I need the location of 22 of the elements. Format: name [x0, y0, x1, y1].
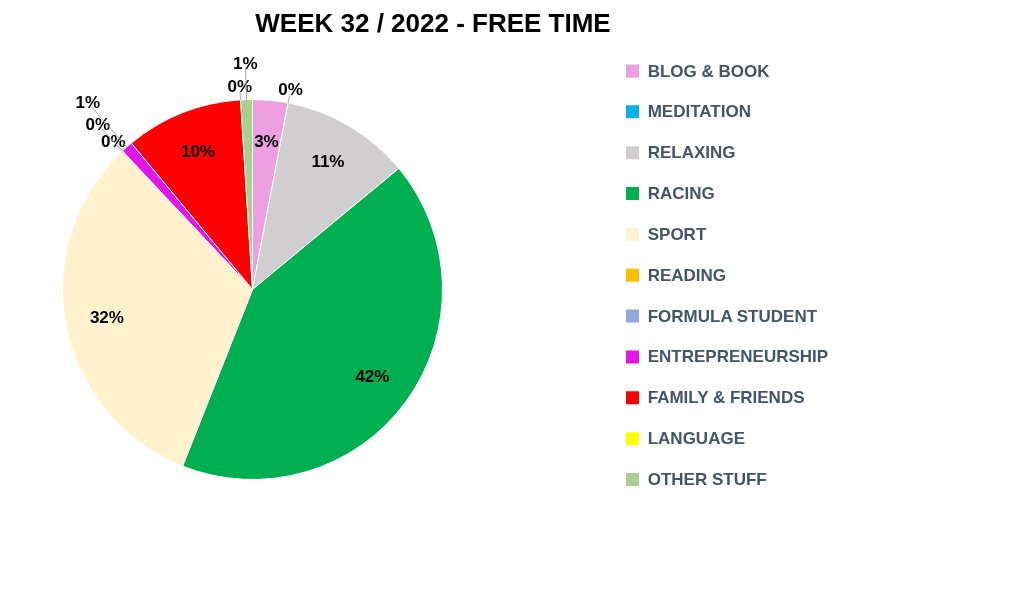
legend-label: READING: [647, 265, 727, 285]
legend-label: RACING: [647, 184, 715, 204]
legend-label: SPORT: [647, 224, 707, 244]
legend-label: MEDITATION: [647, 102, 751, 122]
legend-label: BLOG & BOOK: [647, 61, 771, 81]
data-label: 11%: [311, 152, 345, 172]
legend-label: ENTREPRENEURSHIP: [647, 347, 829, 367]
legend-label: LANGUAGE: [647, 429, 745, 449]
legend-label: FORMULA STUDENT: [647, 306, 818, 326]
data-label: 1%: [233, 54, 258, 74]
chart-title: WEEK 32 / 2022 - FREE TIME: [255, 7, 611, 38]
data-label: 1%: [75, 93, 101, 113]
text: 0%: [101, 131, 126, 151]
legend-label: FAMILY & FRIENDS: [647, 388, 805, 408]
legend-label: OTHER STUFF: [647, 470, 767, 489]
data-label: 3%: [254, 132, 279, 152]
data-label: 32%: [89, 307, 124, 327]
text: 0%: [227, 77, 253, 97]
text: 0%: [278, 80, 303, 100]
legend-label: RELAXING: [647, 143, 736, 163]
data-label: 10%: [180, 142, 215, 162]
data-label: 42%: [355, 367, 390, 387]
